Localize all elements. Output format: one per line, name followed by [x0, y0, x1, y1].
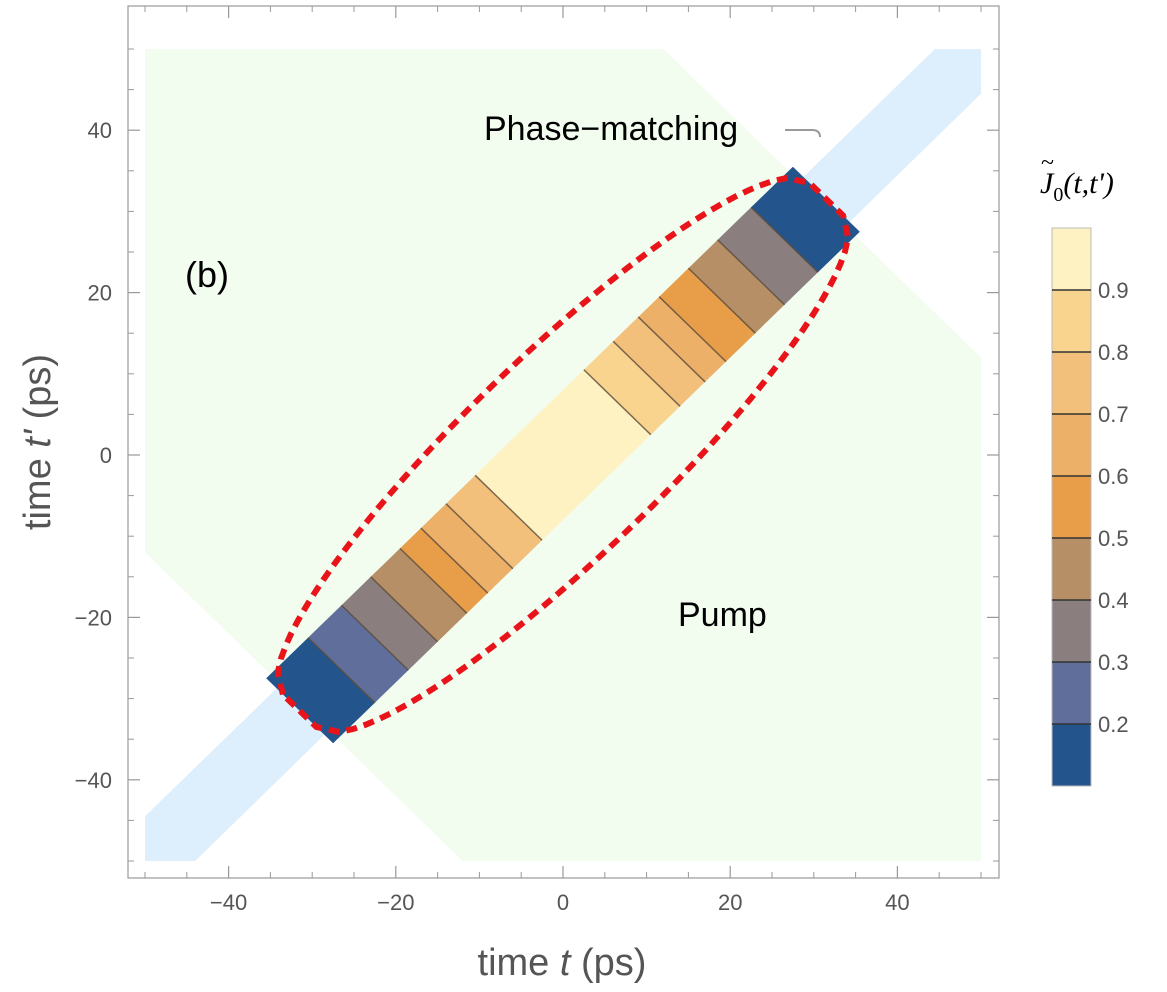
band-cell	[638, 296, 726, 382]
plot-area	[145, 49, 981, 861]
y-tick-label: −40	[75, 768, 112, 793]
band-cell	[370, 548, 467, 642]
joint-band	[266, 166, 860, 744]
colorbar-swatch	[1052, 290, 1091, 352]
band-cell	[659, 268, 756, 362]
band-contour-line	[420, 527, 489, 594]
x-axis-ticks: −40 −20 0 20 40	[144, 6, 982, 915]
colorbar-swatch	[1052, 724, 1091, 786]
colorbar-tick-label: 0.3	[1098, 650, 1129, 675]
x-tick-label: −20	[377, 890, 414, 915]
y-axis-ticks: −40 −20 0 20 40	[75, 48, 999, 862]
colorbar-swatch	[1052, 352, 1091, 414]
band-contour-line	[750, 206, 819, 273]
y-tick-label: 0	[100, 443, 112, 468]
band-cell	[400, 528, 488, 614]
band-contour-line	[370, 576, 439, 643]
x-tick-label: 0	[557, 890, 569, 915]
band-contour-line	[307, 637, 376, 704]
band-cell	[475, 369, 651, 541]
band-contour-line	[717, 239, 786, 306]
phase-matching-leader-line	[785, 129, 821, 138]
colorbar: 0.2 0.3 0.4 0.5 0.6 0.7 0.8 0.9	[1051, 227, 1129, 787]
colorbar-swatch	[1052, 414, 1091, 476]
x-axis-title: time t (ps)	[478, 942, 647, 984]
band-contour-line	[687, 267, 756, 334]
x-tick-label: 20	[718, 890, 742, 915]
y-tick-label: 40	[88, 118, 112, 143]
band-contour-line	[637, 316, 706, 383]
band-cell	[583, 341, 680, 435]
colorbar-tick-label: 0.4	[1098, 588, 1129, 613]
band-contour-line	[612, 340, 681, 407]
band-cell	[341, 576, 438, 671]
y-tick-label: 20	[88, 281, 112, 306]
x-tick-label: 40	[885, 890, 909, 915]
band-cell	[266, 637, 375, 744]
band-cell	[613, 317, 706, 407]
x-tick-label: −40	[210, 890, 247, 915]
band-contour-line	[445, 503, 514, 570]
colorbar-tick-label: 0.8	[1098, 340, 1129, 365]
colorbar-swatch	[1052, 538, 1091, 600]
colorbar-swatch	[1052, 600, 1091, 662]
colorbar-tick-label: 0.9	[1098, 278, 1129, 303]
colorbar-tick-label: 0.5	[1098, 526, 1129, 551]
colorbar-title: J0(t,t')	[1040, 167, 1114, 206]
band-cell	[751, 166, 860, 273]
y-axis-title: time t' (ps)	[17, 354, 59, 530]
band-contour-line	[474, 474, 543, 541]
colorbar-tick-label: 0.2	[1098, 712, 1129, 737]
band-cell	[446, 475, 543, 569]
colorbar-swatch	[1052, 476, 1091, 538]
band-contour-line	[340, 604, 409, 671]
band-cell	[688, 239, 785, 334]
colorbar-swatch	[1052, 228, 1091, 290]
colorbar-tick-label: 0.6	[1098, 464, 1129, 489]
phase-matching-label: Phase−matching	[484, 110, 738, 148]
colorbar-title-tilde: ~	[1041, 150, 1054, 176]
colorbar-swatch	[1052, 662, 1091, 724]
y-tick-label: −20	[75, 605, 112, 630]
band-contour-line	[658, 296, 727, 363]
contour-outline	[274, 174, 852, 736]
band-cell	[420, 503, 513, 593]
colorbar-tick-label: 0.7	[1098, 402, 1129, 427]
band-cell	[308, 605, 409, 703]
band-contour-line	[583, 369, 652, 436]
pump-label: Pump	[678, 596, 767, 634]
band-cell	[717, 207, 818, 305]
colorbar-frame	[1051, 227, 1092, 787]
band-contour-line	[399, 547, 468, 614]
panel-label: (b)	[185, 254, 229, 295]
